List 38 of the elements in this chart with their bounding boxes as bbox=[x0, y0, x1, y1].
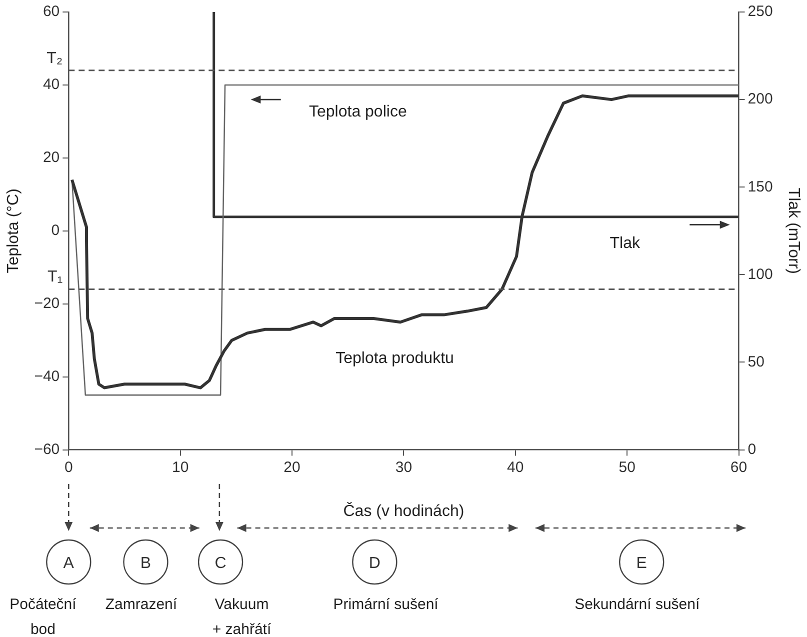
y-tick-label: −40 bbox=[34, 368, 60, 385]
y2-tick-label: 100 bbox=[748, 266, 773, 283]
y-tick-label: 20 bbox=[42, 149, 60, 166]
y2-tick-label: 150 bbox=[748, 178, 773, 196]
x-axis-title: Čas (v hodinách) bbox=[343, 502, 464, 520]
text: Zamrazení bbox=[104, 595, 178, 615]
y2-axis-title: Tlak (mTorr) bbox=[784, 188, 802, 274]
text: Primární sušení bbox=[332, 595, 440, 615]
y-tick-label: 0 bbox=[51, 222, 60, 240]
y-tick-label: −20 bbox=[34, 295, 60, 312]
x-tick-label: 0 bbox=[64, 458, 73, 476]
y-axis-title: Teplota (°C) bbox=[5, 188, 22, 274]
text: E bbox=[636, 555, 647, 572]
y-tick-label: −60 bbox=[34, 440, 60, 458]
text: D bbox=[368, 555, 380, 572]
series-label: Tlak bbox=[610, 235, 641, 252]
x-tick-label: 60 bbox=[730, 458, 748, 476]
y2-tick-label: 0 bbox=[748, 440, 756, 458]
y2-tick-label: 250 bbox=[748, 3, 773, 20]
y2-tick-label: 50 bbox=[748, 353, 764, 370]
text: C bbox=[214, 555, 226, 572]
y-tick-label: 60 bbox=[42, 3, 60, 20]
text: B bbox=[140, 555, 152, 572]
x-tick-label: 20 bbox=[284, 458, 300, 476]
ref-line-label: T₂ bbox=[46, 50, 63, 67]
x-tick-label: 30 bbox=[395, 458, 412, 476]
series-label: Teplota police bbox=[308, 104, 407, 121]
x-tick-label: 40 bbox=[507, 458, 524, 476]
x-tick-label: 10 bbox=[172, 458, 189, 476]
x-tick-label: 50 bbox=[618, 458, 636, 476]
text: Vakuum + zahřátí bbox=[211, 595, 272, 637]
y-tick-label: 40 bbox=[42, 76, 60, 94]
text: A bbox=[63, 555, 74, 572]
text: Počáteční bod bbox=[8, 595, 78, 637]
ref-line-label: T₁ bbox=[47, 268, 63, 286]
series-label: Teplota produktu bbox=[336, 350, 454, 367]
y2-tick-label: 200 bbox=[748, 90, 773, 108]
text: Sekundární sušení bbox=[574, 595, 701, 615]
